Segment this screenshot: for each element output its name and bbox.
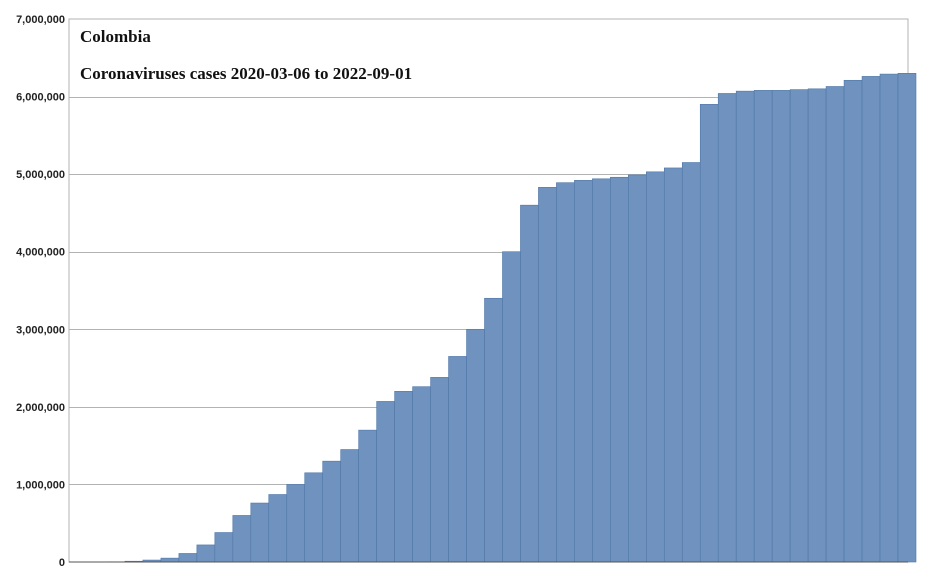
y-tick-label: 0 [59, 557, 65, 569]
bar [196, 544, 216, 563]
bar [358, 429, 377, 563]
bar [574, 180, 593, 563]
y-tick-label: 2,000,000 [16, 402, 65, 414]
bar [214, 532, 234, 563]
y-tick-label: 5,000,000 [16, 169, 65, 181]
bar [628, 174, 647, 563]
bar [340, 449, 359, 563]
bar [789, 89, 809, 563]
bar [520, 204, 539, 563]
bar [538, 187, 557, 563]
y-tick-label: 7,000,000 [16, 14, 65, 26]
bar [681, 162, 701, 563]
y-tick-label: 4,000,000 [16, 247, 65, 259]
bar [502, 251, 521, 563]
data-bars [88, 73, 917, 563]
bar [466, 328, 485, 563]
chart-subtitle: Coronaviruses cases 2020-03-06 to 2022-0… [80, 64, 412, 83]
bar [322, 460, 341, 563]
bar [592, 178, 611, 563]
bar [160, 557, 180, 563]
y-tick-label: 1,000,000 [16, 479, 65, 491]
bar [879, 73, 899, 563]
bar [556, 182, 575, 563]
bar [699, 104, 719, 563]
bar [484, 297, 503, 563]
bar [394, 391, 413, 563]
bar [232, 515, 252, 563]
bar [304, 472, 324, 563]
bar [771, 90, 791, 563]
bar [250, 502, 270, 563]
chart-title: Colombia [80, 27, 151, 46]
bar [448, 356, 467, 563]
bar [412, 386, 431, 563]
bar [861, 76, 881, 563]
bar [825, 86, 845, 563]
y-tick-label: 3,000,000 [16, 324, 65, 336]
bar [430, 377, 449, 563]
bar [807, 88, 827, 563]
bar [268, 494, 288, 563]
bar [646, 171, 665, 563]
bar [610, 176, 629, 563]
bar [753, 90, 773, 563]
bar [663, 167, 683, 563]
bar [717, 93, 737, 563]
y-axis-tick-labels: 0 1,000,000 2,000,000 3,000,000 4,000,000 5,0… [16, 14, 65, 569]
bar [376, 401, 395, 563]
bar [843, 79, 863, 563]
bar [897, 73, 917, 563]
bar [178, 553, 198, 563]
bar [286, 484, 306, 563]
y-tick-label: 6,000,000 [16, 92, 65, 104]
bar [735, 90, 755, 563]
